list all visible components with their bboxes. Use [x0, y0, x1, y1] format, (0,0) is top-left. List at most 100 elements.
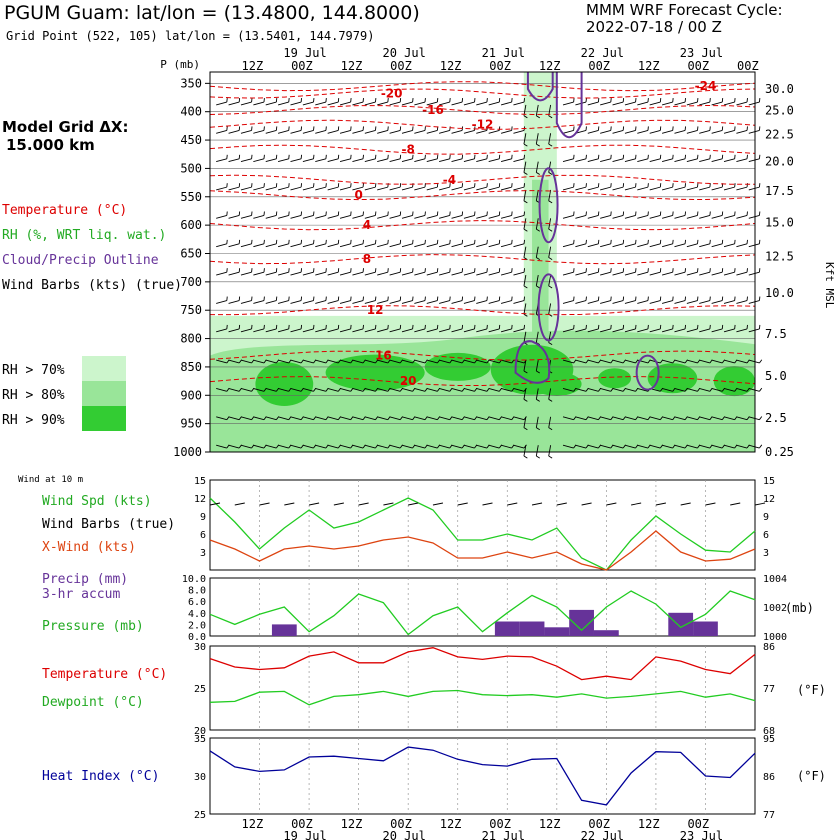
wind-barb-staff [265, 101, 277, 106]
pressure-tick-label: 350 [180, 76, 202, 90]
wind-barb-staff [562, 388, 574, 392]
precip-bar [494, 621, 520, 636]
wind-barb-flag [548, 455, 553, 459]
wind-barb [401, 126, 414, 134]
wind-barb [562, 211, 575, 219]
wind-barb [439, 211, 451, 219]
wind-barb-staff [265, 444, 277, 449]
wind-barb [600, 268, 612, 276]
wind-barb [649, 98, 662, 106]
wind-barb-staff [302, 186, 314, 191]
wind-barb-staff [513, 129, 525, 134]
time-label-top: 00Z [489, 59, 511, 73]
wind-barb [463, 239, 476, 248]
wind-barb [711, 239, 724, 248]
wind-barb [352, 154, 364, 163]
wind-barb-staff [686, 388, 698, 392]
wind-barb [711, 211, 724, 219]
wind-barb [339, 98, 352, 106]
wind-barb-staff [253, 300, 265, 304]
wind-barb-staff [476, 271, 488, 276]
wind-barb [624, 154, 637, 163]
wind-barb [265, 268, 278, 276]
wind-barb-staff [315, 271, 327, 276]
wind-barb-staff [315, 215, 327, 219]
wind-barb-staff [600, 359, 611, 364]
wind-barb-staff [315, 416, 327, 421]
wind-barb [315, 296, 327, 304]
wind-barb-staff [290, 243, 302, 248]
temperature-contour-label: 12 [367, 303, 384, 317]
wind-panel-tick-label: 6 [200, 530, 206, 541]
wind-barb-staff [488, 328, 500, 333]
pressure-tick-label: 900 [180, 388, 202, 402]
wind-barb-staff [352, 359, 364, 364]
wind-barb [240, 296, 253, 304]
wind-barb-staff [228, 271, 240, 276]
wind-barb-staff [513, 101, 525, 106]
wind-barb-staff [562, 444, 574, 449]
wind-barb-staff [278, 243, 289, 248]
wind-barb-staff [699, 271, 711, 276]
wind-barb [216, 324, 228, 333]
wind-barb [624, 324, 637, 333]
wind-barb-staff [562, 243, 574, 248]
wind-barb-staff [364, 215, 376, 219]
wind-barb [674, 154, 686, 163]
wind-barb [414, 126, 426, 134]
wind-barb-staff [265, 359, 277, 364]
wind-barb-staff [278, 186, 289, 191]
wind-barb [216, 268, 228, 276]
wind-barb-staff [612, 328, 624, 333]
wind-barb-staff [575, 300, 587, 304]
wind-barb-staff [748, 416, 760, 421]
wind-barb-staff [736, 243, 748, 248]
wind-barb [736, 98, 748, 106]
wind-barb-staff [228, 328, 240, 333]
wind-barb [587, 324, 600, 333]
wind-barb-staff [377, 215, 388, 219]
height-tick-label: 20.0 [765, 155, 794, 169]
wind-barb-staff [674, 158, 686, 163]
heat-panel-tick-label: 30 [194, 772, 206, 783]
wind-barb-staff [228, 416, 240, 421]
wind-barb-staff [290, 359, 302, 364]
wind-barb-staff [377, 328, 388, 333]
wind-barb [451, 211, 464, 219]
wind-barb [265, 324, 278, 333]
wind-barb-staff [548, 416, 552, 428]
wind-barb-staff [451, 271, 463, 276]
wind-barb-staff [302, 271, 314, 276]
wind-barb-flag [536, 285, 540, 289]
wind-barb-staff [661, 328, 673, 333]
wind-barb-staff [723, 359, 735, 364]
wind-barb-staff [401, 243, 413, 248]
wind-barb-staff [748, 271, 760, 276]
wind-barb [476, 324, 488, 333]
wind-barb-staff [414, 328, 426, 333]
wind-barb [736, 126, 748, 134]
wind-barb-staff [723, 158, 735, 163]
wind-barb [612, 324, 625, 333]
wind-barb-staff [253, 158, 265, 163]
wind-barb [736, 239, 748, 248]
wind-barb [624, 268, 637, 276]
wind-barb-staff [327, 215, 339, 219]
wind-barb-staff [414, 359, 426, 364]
rh90-region [532, 371, 582, 396]
wind-barb-staff [426, 388, 438, 392]
wind-barb-flag [548, 200, 553, 204]
wind-barb-staff [352, 388, 364, 392]
wind-barb-staff [451, 186, 463, 191]
wind-barb [637, 211, 649, 219]
wind-barb [339, 239, 352, 248]
wind-barb-staff [216, 271, 227, 276]
wind-barb [476, 98, 488, 106]
surface-wind-barb [234, 502, 245, 506]
wind-barb [686, 183, 699, 191]
wind-barb-staff [476, 416, 488, 421]
wind-barb [364, 98, 377, 106]
wind-barb-staff [548, 246, 552, 258]
wind-barb [216, 98, 228, 106]
wind-barb-staff [523, 445, 527, 457]
